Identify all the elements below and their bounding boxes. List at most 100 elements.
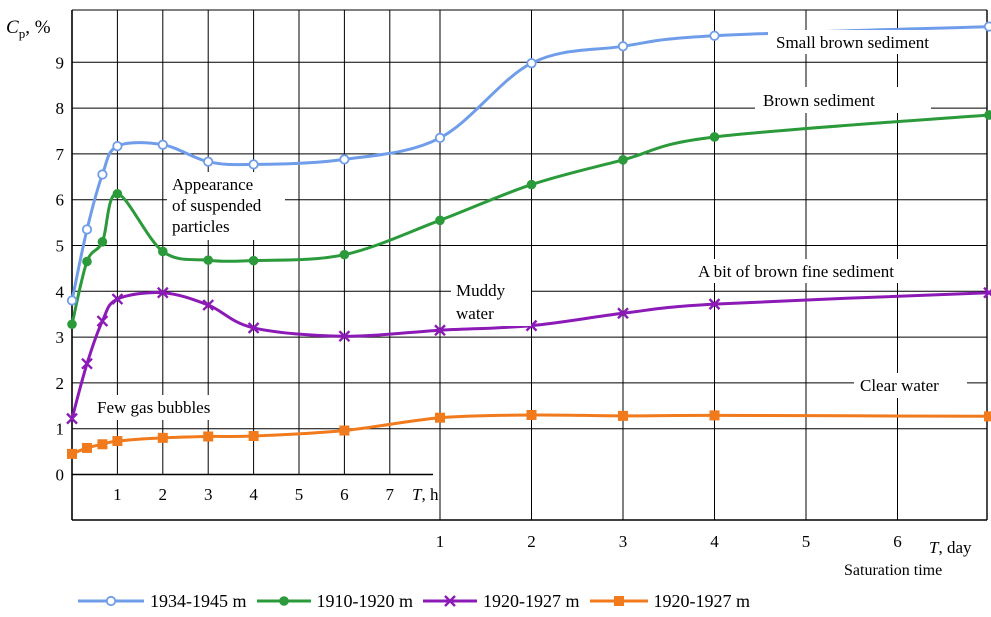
data-point: [709, 132, 720, 142]
series-line-2: [70, 113, 990, 325]
data-point: [67, 319, 77, 330]
data-point: [81, 357, 93, 370]
data-point: [112, 188, 123, 199]
series-line-1: [70, 25, 990, 301]
x-days-tick-label: 6: [893, 532, 902, 551]
data-point: [156, 286, 169, 299]
annotation-appearance-line2: of suspended: [172, 196, 262, 215]
annotation-appearance-line3: particles: [172, 217, 230, 236]
annotation-backgrounds: [93, 30, 974, 420]
annotation-appearance-line1: Appearance: [172, 175, 253, 194]
x-days-tick-label: 3: [619, 532, 628, 551]
data-point: [434, 132, 446, 143]
data-point: [66, 412, 78, 425]
data-point: [248, 159, 259, 170]
annotation-muddy-line2: water: [456, 304, 494, 323]
data-point: [97, 237, 108, 247]
data-point: [434, 324, 446, 337]
data-point: [203, 255, 213, 265]
data-point: [435, 412, 445, 423]
annotation-few-gas-bubbles: Few gas bubbles: [97, 398, 210, 417]
data-point: [97, 169, 108, 180]
legend-item-1920-1927-cross: 1920-1927 m: [421, 591, 586, 612]
data-point: [67, 448, 77, 459]
data-point: [81, 224, 93, 235]
x-hours-tick-labels: 1 2 3 4 5 6 7: [113, 485, 394, 504]
data-point: [66, 295, 78, 306]
data-point: [708, 298, 721, 310]
data-point: [111, 293, 124, 305]
data-point: [983, 21, 991, 32]
data-point: [526, 409, 537, 420]
data-point: [247, 322, 260, 334]
data-point: [339, 249, 350, 260]
x-hours-tick-label: 6: [340, 485, 349, 504]
legend-item-1910-1920: 1910-1920 m: [255, 591, 420, 612]
y-tick-label: 4: [56, 282, 65, 301]
x-days-tick-label: 2: [527, 532, 536, 551]
data-point: [112, 141, 123, 152]
data-point: [709, 30, 720, 41]
legend-item-1934-1945: 1934-1945 m: [76, 591, 253, 612]
data-point: [97, 439, 108, 450]
data-point: [984, 110, 991, 120]
x-hours-tick-label: 4: [249, 485, 258, 504]
legend-swatch-filled-square: [589, 596, 648, 606]
data-point: [618, 410, 628, 421]
axes: [71, 10, 988, 521]
data-point: [339, 154, 350, 165]
data-point: [618, 155, 628, 165]
legend-swatch-cross: [423, 595, 477, 607]
x-hours-tick-label: 7: [386, 485, 395, 504]
data-point: [112, 436, 123, 447]
y-tick-label: 5: [56, 237, 65, 256]
y-tick-label: 7: [56, 145, 65, 164]
x-hours-tick-label: 1: [113, 485, 122, 504]
y-tick-label: 2: [56, 374, 65, 393]
data-point: [81, 442, 92, 453]
x-axis-caption: Saturation time: [844, 562, 942, 579]
data-point: [617, 41, 629, 52]
x-hours-tick-label: 5: [295, 485, 304, 504]
x-days-tick-label: 4: [710, 532, 719, 551]
annotation-small-brown-sediment: Small brown sediment: [776, 33, 929, 52]
data-point: [526, 58, 537, 69]
data-point: [248, 255, 259, 266]
legend-label: 1934-1945 m: [150, 590, 247, 611]
legend: 1934-1945 m 1910-1920 m 1920-1927 m 1920…: [76, 588, 758, 614]
legend-swatch-filled-circle: [256, 596, 311, 606]
legend-swatch-open-circle: [78, 595, 144, 607]
data-point: [617, 307, 629, 320]
data-point: [82, 256, 92, 267]
chart: 0 1 2 3 4 5 6 7 8 9 1 2 3 4 5 6 7 1 2 3 4 5 6 Small brown se…: [6, 9, 991, 579]
annotation-muddy-line1: Muddy: [456, 281, 506, 300]
x-hours-tick-label: 3: [204, 485, 213, 504]
annotation-brown-sediment: Brown sediment: [763, 91, 875, 110]
data-point: [248, 431, 259, 442]
data-point: [526, 179, 537, 190]
data-point: [203, 431, 214, 442]
legend-label: 1910-1920 m: [316, 590, 414, 611]
x-days-tick-label: 1: [436, 532, 445, 551]
series-markers: [66, 21, 991, 459]
y-tick-label: 0: [56, 466, 65, 485]
legend-label: 1920-1927 m: [653, 590, 751, 611]
x-hours-tick-label: 2: [159, 485, 168, 504]
y-tick-label: 1: [56, 420, 65, 439]
y-axis-label: Cp, %: [6, 17, 51, 41]
x-days-axis-label: T, day: [929, 538, 972, 557]
data-point: [203, 156, 214, 167]
legend-label: 1920-1927 m: [483, 590, 580, 611]
data-point: [158, 246, 168, 257]
data-point: [338, 330, 351, 343]
annotation-brown-fine-sediment: A bit of brown fine sediment: [698, 262, 894, 281]
data-point: [157, 432, 168, 443]
y-tick-label: 8: [56, 99, 65, 118]
data-point: [435, 215, 445, 226]
y-tick-labels: 0 1 2 3 4 5 6 7 8 9: [56, 53, 65, 484]
legend-item-1920-1927-square: 1920-1927 m: [588, 591, 757, 612]
x-days-tick-labels: 1 2 3 4 5 6: [436, 532, 902, 551]
y-tick-label: 3: [56, 328, 65, 347]
data-point: [339, 425, 350, 436]
y-tick-label: 9: [56, 53, 65, 72]
